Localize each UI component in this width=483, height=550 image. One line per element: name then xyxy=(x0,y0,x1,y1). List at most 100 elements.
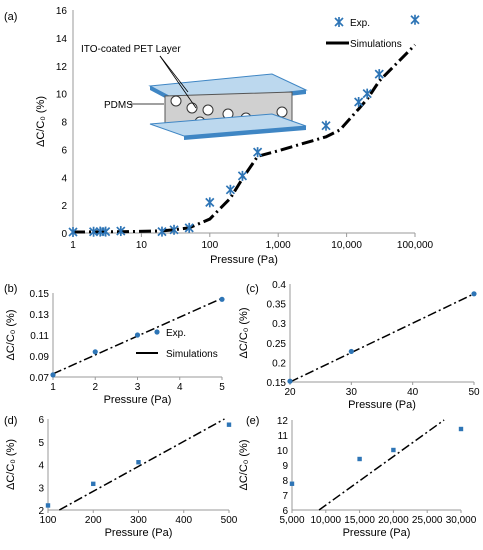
exp-point-a xyxy=(237,170,248,181)
y-tick-a: 8 xyxy=(61,118,67,129)
exp-point-a xyxy=(205,197,215,208)
x-tick-c: 20 xyxy=(284,387,296,398)
exp-point-c xyxy=(287,378,293,384)
y-tick-b: 0.09 xyxy=(30,352,50,363)
x-tick-b: 2 xyxy=(92,382,98,393)
exp-point-d xyxy=(91,481,96,487)
x-tick-a: 10 xyxy=(136,240,148,251)
y-tick-c: 0.2 xyxy=(272,358,286,369)
legend-label-sim: Simulations xyxy=(350,39,402,50)
exp-point-c xyxy=(471,291,477,297)
x-tick-c: 40 xyxy=(407,387,419,398)
x-tick-a: 1 xyxy=(70,240,76,251)
x-tick-d: 500 xyxy=(221,515,238,526)
exp-point-a xyxy=(116,226,126,237)
exp-point-d xyxy=(136,460,141,465)
y-tick-c: 0.15 xyxy=(267,378,287,389)
legend-label-exp: Exp. xyxy=(350,18,370,29)
exp-point-a xyxy=(253,147,263,158)
simulation-line-d xyxy=(58,418,225,511)
exp-point-a xyxy=(362,88,372,99)
x-axis-label-b: Pressure (Pa) xyxy=(104,394,172,406)
y-tick-c: 0.35 xyxy=(267,300,287,311)
legend-label-sim-b: Simulations xyxy=(166,349,218,360)
panel-label-c: (c) xyxy=(246,283,259,295)
legend-marker-exp-b xyxy=(154,329,160,335)
y-tick-e: 7 xyxy=(282,491,288,502)
y-tick-a: 12 xyxy=(56,62,68,73)
x-tick-d: 300 xyxy=(130,515,147,526)
microsphere xyxy=(202,104,214,116)
exp-point-a xyxy=(169,224,179,235)
exp-point-b xyxy=(134,332,141,338)
y-tick-d: 6 xyxy=(38,415,44,426)
y-axis-label-c: ΔC/C₀ (%) xyxy=(238,307,250,358)
x-tick-d: 100 xyxy=(40,515,57,526)
y-tick-d: 5 xyxy=(38,438,44,449)
exp-point-e xyxy=(357,456,362,462)
microsphere xyxy=(186,102,198,114)
x-axis-label-a: Pressure (Pa) xyxy=(210,254,278,266)
x-tick-a: 100,000 xyxy=(397,240,434,251)
y-tick-a: 2 xyxy=(61,201,67,212)
exp-point-a xyxy=(410,14,420,25)
y-tick-c: 0.3 xyxy=(272,319,286,330)
x-tick-e: 30,000 xyxy=(446,515,477,526)
exp-point-a xyxy=(374,69,384,80)
exp-point-b xyxy=(50,372,56,378)
bottom-plate-front xyxy=(184,126,306,140)
y-tick-b: 0.07 xyxy=(30,373,50,384)
annotation-line xyxy=(159,55,197,109)
x-tick-c: 50 xyxy=(468,387,480,398)
y-tick-a: 14 xyxy=(56,34,68,45)
x-tick-e: 10,000 xyxy=(311,515,342,526)
x-tick-a: 100 xyxy=(201,240,218,251)
microsphere xyxy=(170,95,182,107)
y-tick-d: 4 xyxy=(38,461,44,472)
sensor-illustration xyxy=(148,73,308,140)
y-tick-a: 10 xyxy=(56,90,68,101)
y-tick-b: 0.15 xyxy=(30,289,50,300)
microsphere xyxy=(276,106,288,118)
x-tick-a: 10,000 xyxy=(331,240,362,251)
panel-label-b: (b) xyxy=(4,283,17,295)
y-tick-a: 6 xyxy=(61,145,67,156)
y-tick-b: 0.13 xyxy=(30,310,50,321)
y-tick-e: 12 xyxy=(277,416,289,427)
simulation-line-e xyxy=(318,419,445,511)
y-axis-label-a: ΔC/C₀ (%) xyxy=(35,96,47,147)
exp-point-a xyxy=(184,222,194,233)
x-tick-c: 30 xyxy=(346,387,358,398)
y-axis-label-e: ΔC/C₀ (%) xyxy=(238,439,250,490)
exp-point-a xyxy=(354,96,364,107)
x-tick-d: 400 xyxy=(175,515,192,526)
exp-point-e xyxy=(391,447,396,453)
y-tick-a: 4 xyxy=(61,173,67,184)
y-tick-b: 0.11 xyxy=(30,331,49,342)
exp-point-e xyxy=(289,481,295,486)
panel-label-a: (a) xyxy=(4,11,17,23)
x-tick-b: 4 xyxy=(177,382,183,393)
y-tick-d: 2 xyxy=(38,506,44,517)
y-tick-e: 11 xyxy=(278,431,289,442)
exp-point-b xyxy=(92,349,98,355)
x-tick-e: 5,000 xyxy=(279,515,304,526)
y-tick-e: 8 xyxy=(282,476,288,487)
exp-point-a xyxy=(101,226,111,237)
x-tick-e: 15,000 xyxy=(344,515,375,526)
x-tick-b: 3 xyxy=(135,382,141,393)
annotation-line xyxy=(159,55,189,93)
y-tick-d: 3 xyxy=(38,483,44,494)
x-tick-a: 1,000 xyxy=(266,240,291,251)
exp-point-a xyxy=(68,227,78,238)
y-tick-a: 16 xyxy=(56,6,68,17)
y-tick-c: 0.25 xyxy=(267,339,287,350)
legend-marker-exp xyxy=(334,17,344,27)
panel-label-d: (d) xyxy=(4,415,17,427)
exp-point-a xyxy=(225,184,235,195)
y-tick-c: 0.4 xyxy=(272,280,286,291)
y-axis-label-b: ΔC/C₀ (%) xyxy=(5,309,17,360)
x-tick-d: 200 xyxy=(85,515,102,526)
exp-point-d xyxy=(45,503,51,508)
exp-point-a xyxy=(157,226,167,237)
